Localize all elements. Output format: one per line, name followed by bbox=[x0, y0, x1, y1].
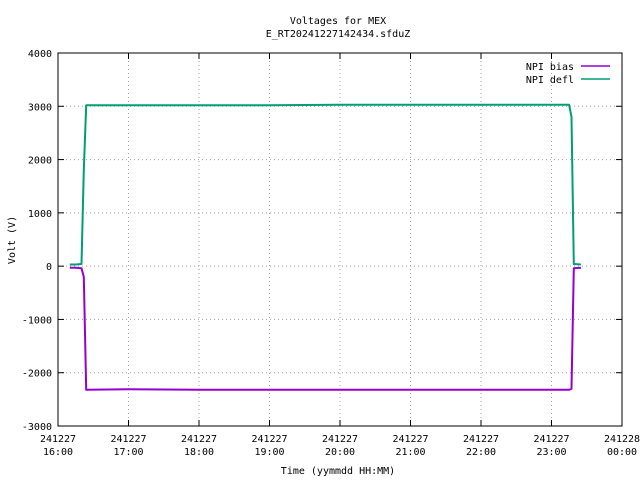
y-axis-label: Volt (V) bbox=[7, 216, 18, 264]
x-tick-label-date: 241227 bbox=[463, 434, 499, 445]
x-tick-label-date: 241227 bbox=[110, 434, 146, 445]
x-tick-label-date: 241228 bbox=[604, 434, 640, 445]
y-tick-label: -3000 bbox=[22, 422, 52, 433]
plot-border bbox=[57, 52, 623, 427]
y-tick-label: 1000 bbox=[28, 209, 52, 220]
x-tick-label-time: 20:00 bbox=[325, 447, 355, 458]
x-tick-label-date: 241227 bbox=[251, 434, 287, 445]
x-tick-label-date: 241227 bbox=[392, 434, 428, 445]
x-tick-label-time: 18:00 bbox=[184, 447, 214, 458]
y-tick-label: 2000 bbox=[28, 156, 52, 167]
x-tick-label-date: 241227 bbox=[533, 434, 569, 445]
x-tick-label-time: 23:00 bbox=[536, 447, 566, 458]
x-tick-label-time: 19:00 bbox=[254, 447, 284, 458]
x-tick-label-date: 241227 bbox=[181, 434, 217, 445]
y-tick-label: -2000 bbox=[22, 369, 52, 380]
x-tick-label-time: 17:00 bbox=[113, 447, 143, 458]
x-tick-label-time: 16:00 bbox=[43, 447, 73, 458]
x-tick-label-date: 241227 bbox=[40, 434, 76, 445]
legend: NPI bias NPI defl bbox=[526, 62, 610, 86]
legend-label-npi-bias: NPI bias bbox=[526, 62, 574, 73]
x-tick-label-date: 241227 bbox=[322, 434, 358, 445]
series-line-npi-defl bbox=[69, 103, 581, 266]
y-tick-label: -1000 bbox=[22, 315, 52, 326]
y-tick-label: 3000 bbox=[28, 102, 52, 113]
y-tick-label: 0 bbox=[46, 262, 52, 273]
x-tick-label-time: 00:00 bbox=[607, 447, 637, 458]
x-tick-label-time: 22:00 bbox=[466, 447, 496, 458]
series-lines bbox=[69, 103, 581, 391]
chart-title: Voltages for MEX bbox=[290, 16, 386, 27]
legend-label-npi-defl: NPI defl bbox=[526, 75, 574, 86]
x-tick-label-time: 21:00 bbox=[395, 447, 425, 458]
chart-subtitle: E_RT20241227142434.sfduZ bbox=[266, 29, 411, 40]
series-line-npi-bias bbox=[69, 266, 581, 391]
grid bbox=[58, 53, 622, 426]
y-tick-label: 4000 bbox=[28, 49, 52, 60]
x-axis-label: Time (yymmdd HH:MM) bbox=[281, 466, 395, 477]
axes: -3000 -2000 -1000 0 1000 2000 3000 4000 241227 16… bbox=[22, 49, 640, 458]
